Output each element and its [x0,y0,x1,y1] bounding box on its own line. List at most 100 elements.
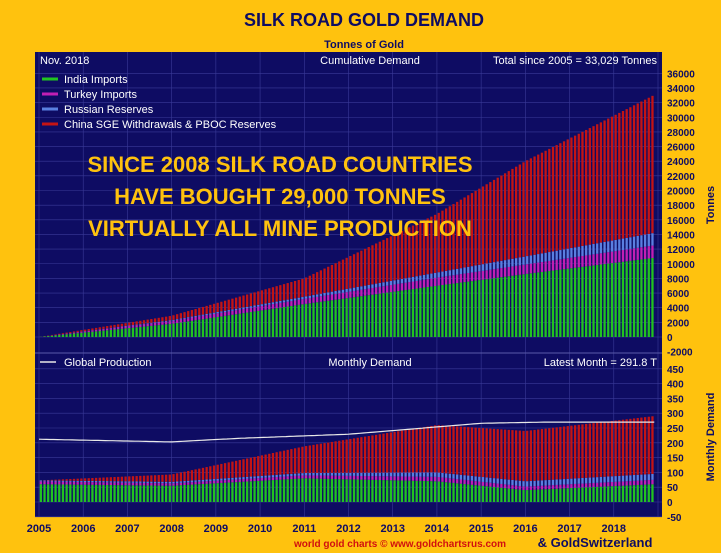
cumulative-bar-turkey [113,328,115,330]
monthly-bar-india [386,480,388,502]
monthly-bar-turkey [611,482,613,486]
monthly-bar-turkey [375,476,377,480]
monthly-bar-russia [220,479,222,481]
cumulative-bar-turkey [169,321,171,324]
cumulative-bar-india [375,294,377,337]
monthly-bar-india [486,486,488,502]
cumulative-bar-turkey [253,307,255,311]
cumulative-bar-india [393,292,395,337]
cumulative-bar-russia [301,297,303,299]
monthly-bar-russia [482,477,484,482]
cumulative-bar-russia [209,313,211,314]
cumulative-bar-russia [408,278,410,283]
monthly-bar-china [637,418,639,475]
monthly-bar-turkey [298,476,300,479]
cumulative-bar-india [191,321,193,337]
monthly-bar-russia [537,481,539,486]
cumulative-bar-russia [504,260,506,267]
y-tick-label: 450 [667,365,684,376]
monthly-bar-turkey [213,481,215,484]
monthly-bar-india [393,480,395,502]
monthly-bar-turkey [132,483,134,486]
monthly-bar-turkey [489,483,491,487]
monthly-bar-turkey [452,479,454,483]
cumulative-bar-turkey [589,255,591,266]
cumulative-bar-turkey [209,314,211,318]
monthly-bar-china [91,478,93,481]
monthly-bar-china [600,422,602,477]
cumulative-bar-russia [537,254,539,262]
cumulative-bar-russia [183,318,185,319]
y-tick-label: 28000 [667,128,695,139]
cumulative-bar-turkey [596,254,598,265]
monthly-bar-turkey [206,481,208,484]
cumulative-bar-india [88,332,90,337]
cumulative-bar-india [47,336,49,337]
cumulative-bar-china [603,120,605,241]
cumulative-bar-india [272,309,274,337]
y-tick-label: 6000 [667,289,690,300]
monthly-bar-turkey [69,482,71,485]
monthly-bar-india [40,484,42,502]
monthly-bar-turkey [51,481,53,484]
monthly-bar-russia [456,474,458,479]
monthly-bar-china [187,471,189,481]
headline: SINCE 2008 SILK ROAD COUNTRIES HAVE BOUG… [87,152,472,241]
monthly-bar-india [614,486,616,502]
cumulative-bar-india [467,282,469,337]
cumulative-bar-china [110,325,112,327]
monthly-bar-turkey [338,476,340,479]
monthly-bar-turkey [301,475,303,478]
cumulative-bar-india [235,314,237,337]
cumulative-bar-russia [338,290,340,293]
cumulative-bar-turkey [301,299,303,304]
cumulative-bar-india [508,276,510,337]
monthly-bar-turkey [40,481,42,484]
monthly-bar-china [228,462,230,478]
cumulative-bar-turkey [556,260,558,270]
cumulative-bar-turkey [423,280,425,288]
cumulative-bar-india [651,258,653,337]
monthly-bar-russia [644,474,646,480]
cumulative-bar-turkey [603,253,605,264]
total-label: Total since 2005 = 33,029 Tonnes [493,55,658,67]
monthly-bar-turkey [80,482,82,485]
monthly-bar-india [626,485,628,502]
cumulative-bar-russia [651,233,653,245]
monthly-bar-india [596,487,598,502]
cumulative-bar-china [600,122,602,242]
monthly-bar-russia [467,476,469,481]
monthly-bar-china [154,475,156,481]
monthly-bar-turkey [559,485,561,489]
headline-line-3: VIRTUALLY ALL MINE PRODUCTION [88,216,472,241]
cumulative-bar-turkey [622,250,624,262]
cumulative-bar-turkey [180,319,182,322]
cumulative-bar-russia [132,325,134,326]
cumulative-bar-india [180,322,182,337]
monthly-bar-india [264,480,266,502]
monthly-bar-india [500,488,502,502]
monthly-bar-turkey [323,476,325,479]
cumulative-bar-india [626,261,628,337]
cumulative-bar-india [449,284,451,337]
monthly-bar-india [43,484,45,502]
cumulative-bar-india [242,313,244,337]
cumulative-bar-china [640,102,642,236]
cumulative-bar-russia [611,241,613,252]
cumulative-bar-turkey [607,252,609,263]
monthly-bar-india [239,482,241,502]
monthly-bar-china [386,433,388,473]
monthly-bar-india [618,486,620,502]
cumulative-bar-turkey [323,296,325,302]
monthly-bar-turkey [154,483,156,485]
cumulative-bar-russia [508,259,510,267]
monthly-bar-india [331,479,333,502]
cumulative-bar-india [644,259,646,337]
cumulative-bar-china [169,316,171,320]
monthly-bar-china [570,426,572,479]
cumulative-bar-india [62,335,64,337]
cumulative-bar-india [526,274,528,337]
monthly-bar-turkey [276,477,278,480]
